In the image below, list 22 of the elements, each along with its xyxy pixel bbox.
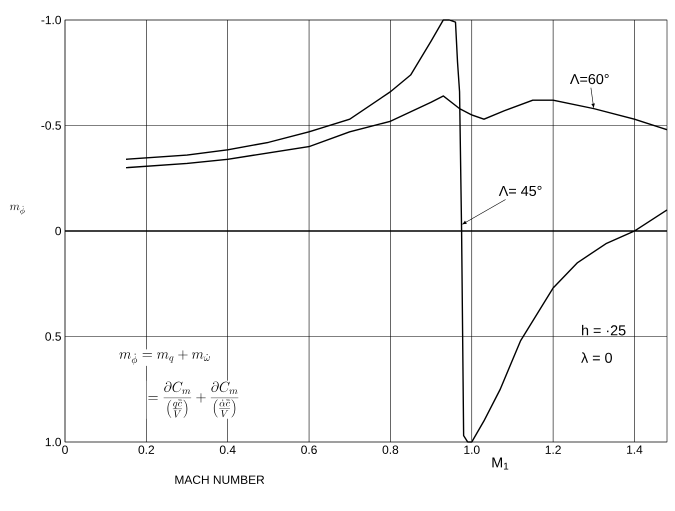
x-tick-label: 0.8 — [382, 446, 398, 454]
y-tick-label: -0.5 — [41, 121, 61, 130]
y-tick-label: 0 — [55, 226, 62, 236]
annotation: h = ·25 — [582, 324, 626, 336]
x-tick-label: 1.2 — [546, 446, 561, 454]
x-axis-title: MACH NUMBER — [175, 476, 264, 484]
annotation: $m_{\dot{\phi}} = m_{q} + m_{\dot{\omega}}$ — [119, 350, 210, 365]
y-tick-label: 1.0 — [46, 438, 62, 446]
annotation: Λ=60° — [570, 74, 609, 84]
y-axis-title: $m_{\dot{\phi}}$ — [10, 204, 25, 215]
y-tick-label: 0.5 — [45, 332, 61, 341]
annotation: Λ= 45° — [498, 186, 542, 196]
annotation: $= \frac{\partial C_{m}}{\left(\frac{q\bar{\bar{c}}}{V}\right)} + \frac{\partial C_{m}}{\left(\frac{\dot{\alpha}\bar{\bar{c}}}{V}\right)}$ — [148, 382, 238, 418]
x-tick-label: 1.4 — [627, 446, 642, 454]
x-tick-label: 0.6 — [301, 446, 317, 454]
x-tick-label: 1.0 — [464, 446, 480, 454]
x-tick-label: 0.4 — [220, 446, 236, 454]
x-tick-label: 0.2 — [138, 446, 154, 454]
text: M$_{1}$ — [492, 458, 508, 470]
annotation: λ = 0 — [581, 352, 612, 363]
y-tick-label: -1.0 — [41, 16, 62, 24]
x-tick-label: 0 — [62, 446, 68, 454]
